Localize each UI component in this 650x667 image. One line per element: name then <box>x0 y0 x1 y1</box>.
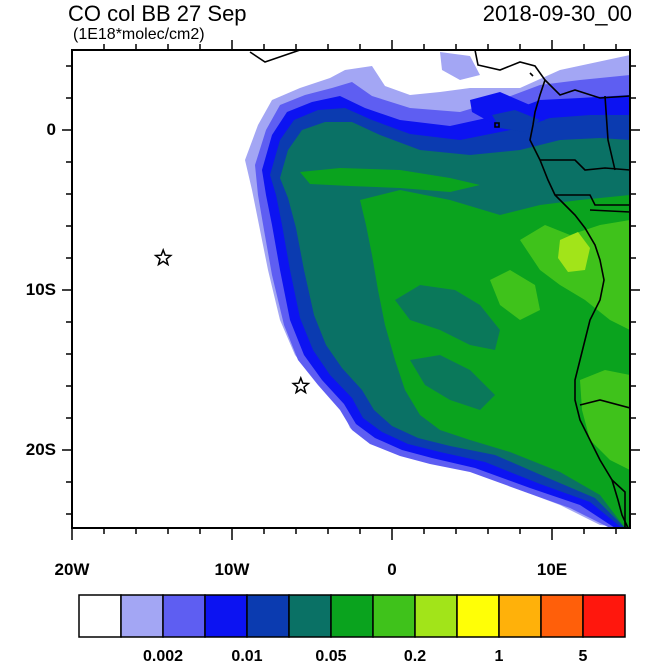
country-border-6 <box>579 399 630 409</box>
colorbar-label-3: 0.2 <box>403 648 427 665</box>
colorbar-swatch <box>540 594 584 638</box>
colorbar-label-4: 1 <box>494 648 504 665</box>
colorbar-swatch <box>204 594 248 638</box>
co-plume <box>245 52 630 528</box>
star-markers <box>153 247 311 395</box>
africa-coastline <box>249 50 629 528</box>
country-border-5 <box>604 95 616 171</box>
country-border <box>544 79 630 99</box>
plume-north-lightblue <box>440 52 480 80</box>
map-title: CO col BB 27 Sep <box>68 1 247 26</box>
colorbar-swatch <box>330 594 374 638</box>
colorbar-swatch <box>456 594 500 638</box>
y-tick-label-20s: 20S <box>25 440 56 459</box>
x-tick-label-20w: 20W <box>54 560 90 579</box>
colorbar-label-1: 0.01 <box>231 648 263 665</box>
axis-ticks <box>62 40 640 540</box>
coastline <box>249 50 630 528</box>
plume-level-lightgreen-2 <box>580 370 630 470</box>
colorbar-swatch <box>288 594 332 638</box>
plume-gulf-darkblue <box>492 110 540 132</box>
map-frame <box>71 49 631 529</box>
map-datetime: 2018-09-30_00 <box>482 1 632 26</box>
colorbar-swatch <box>372 594 416 638</box>
colorbar-swatch <box>582 594 626 638</box>
x-tick-label-10e: 10E <box>536 560 568 579</box>
colorbar-swatch <box>78 594 122 638</box>
colorbar-swatch <box>162 594 206 638</box>
colorbar <box>78 594 626 638</box>
colorbar-label-2: 0.05 <box>315 648 347 665</box>
colorbar-label-0: 0.002 <box>142 648 184 665</box>
plume-band-green <box>300 168 480 192</box>
colorbar-swatch <box>120 594 164 638</box>
plume-streak-teal <box>395 285 500 350</box>
x-tick-label-0: 0 <box>387 560 397 579</box>
x-tick-label-10w: 10W <box>214 560 250 579</box>
island <box>494 122 500 128</box>
plume-level-lightgreen <box>520 220 630 330</box>
colorbar-swatch <box>414 594 458 638</box>
plume-level-lime <box>558 232 590 272</box>
colorbar-swatch <box>498 594 542 638</box>
y-tick-label-0: 0 <box>46 120 56 139</box>
map-units: (1E18*molec/cm2) <box>73 26 205 43</box>
country-border-7 <box>611 479 626 528</box>
plume-level-lightgreen-3 <box>490 270 540 320</box>
country-border-4 <box>589 209 630 213</box>
colorbar-swatch <box>246 594 290 638</box>
colorbar-label-5: 5 <box>578 648 588 665</box>
country-border-3 <box>555 194 630 206</box>
star-marker-2 <box>291 375 311 395</box>
star-marker-1 <box>153 247 173 267</box>
island-2 <box>529 72 534 77</box>
country-border-2 <box>540 159 630 171</box>
plume-streak-teal-2 <box>410 355 495 410</box>
y-tick-label-10s: 10S <box>25 280 56 299</box>
